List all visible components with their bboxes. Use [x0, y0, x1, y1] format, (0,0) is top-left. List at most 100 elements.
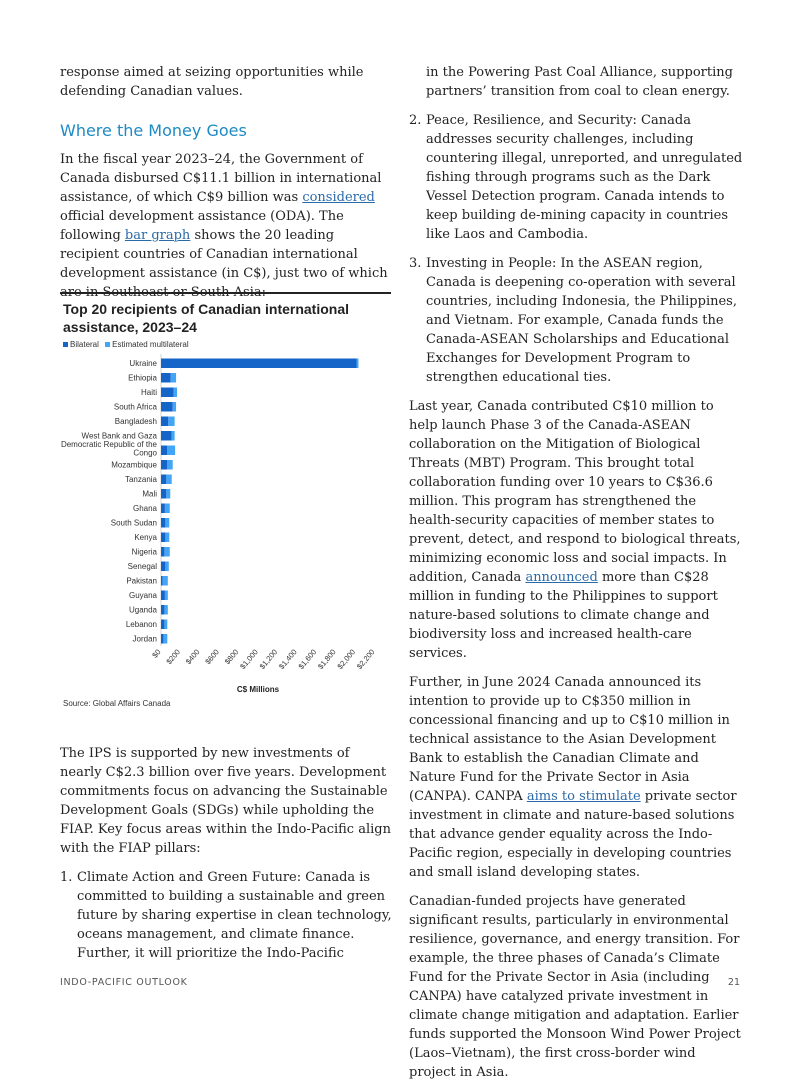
legend-item-multilateral: Estimated multilateral	[105, 340, 189, 349]
canpa-text-2: private sector investment in climate and…	[409, 789, 737, 880]
announced-link[interactable]: announced	[525, 570, 598, 585]
bar-multilateral	[168, 416, 175, 426]
category-label: Guyana	[129, 591, 158, 600]
bar-bilateral	[161, 358, 357, 368]
list-item: 3. Investing in People: In the ASEAN reg…	[409, 254, 746, 387]
funding-paragraph: In the fiscal year 2023–24, the Governme…	[60, 150, 392, 302]
category-label-line: Pakistan	[126, 577, 157, 586]
legend-swatch-multilateral	[105, 342, 111, 348]
footer-page-number: 21	[727, 977, 740, 988]
bar-bilateral	[161, 503, 165, 513]
bar-multilateral	[356, 358, 359, 368]
bar-bilateral	[161, 634, 164, 644]
category-label: Mozambique	[111, 461, 157, 470]
category-label-line: Tanzania	[125, 475, 158, 484]
category-label-line: Lebanon	[126, 620, 157, 629]
bar-bilateral	[161, 605, 165, 615]
category-label-line: Nigeria	[132, 548, 158, 557]
canpa-paragraph: Further, in June 2024 Canada announced i…	[409, 673, 746, 882]
bar-multilateral	[170, 373, 177, 383]
category-label-line: Jordan	[133, 635, 157, 644]
category-label: Uganda	[129, 606, 158, 615]
category-label: Ukraine	[129, 359, 157, 368]
bar-bilateral	[161, 532, 166, 542]
list-item-text: Investing in People: In the ASEAN region…	[426, 256, 737, 385]
bar-bilateral	[161, 431, 172, 441]
bar-multilateral	[167, 445, 176, 455]
category-label-line: South Sudan	[111, 519, 157, 528]
bar-multilateral	[165, 518, 170, 528]
category-label: Jordan	[133, 635, 157, 644]
bar-multilateral	[164, 590, 168, 600]
legend-label-multilateral: Estimated multilateral	[112, 340, 189, 349]
bar-bilateral	[161, 416, 169, 426]
bar-multilateral	[165, 561, 169, 571]
category-label-line: Guyana	[129, 591, 158, 600]
bar-multilateral	[164, 619, 168, 629]
x-tick-label: $600	[203, 648, 221, 667]
mbt-text-1: Last year, Canada contributed C$10 milli…	[409, 399, 741, 585]
spacer	[409, 882, 746, 892]
mbt-paragraph: Last year, Canada contributed C$10 milli…	[409, 397, 746, 663]
funding-text-1: In the fiscal year 2023–24, the Governme…	[60, 152, 382, 205]
list-item: 1. Climate Action and Green Future: Cana…	[60, 868, 392, 963]
right-column: in the Powering Past Coal Alliance, supp…	[409, 63, 746, 1082]
considered-link[interactable]: considered	[302, 190, 375, 205]
category-label-line: Senegal	[128, 562, 158, 571]
category-label-line: Ghana	[133, 504, 158, 513]
category-label: Democratic Republic of the Congo	[61, 440, 158, 458]
legend-label-bilateral: Bilateral	[70, 340, 99, 349]
x-tick-label: $2,000	[335, 648, 357, 671]
bar-multilateral	[164, 503, 170, 513]
category-label-line: Mali	[142, 490, 157, 499]
bar-graph-link[interactable]: bar graph	[124, 228, 191, 243]
category-label-line: Haiti	[141, 388, 157, 397]
bar-bilateral	[161, 518, 166, 528]
x-tick-label: $200	[164, 648, 182, 667]
x-tick-label: $2,200	[355, 648, 377, 671]
legend-item-bilateral: Bilateral	[63, 340, 99, 349]
category-label-line: Ukraine	[129, 359, 157, 368]
bar-bilateral	[161, 561, 166, 571]
recipients-chart: Top 20 recipients of Canadian internatio…	[60, 292, 391, 716]
results-paragraph: Canadian-funded projects have generated …	[409, 894, 741, 1080]
x-tick-label: $1,400	[277, 648, 299, 671]
category-label: Haiti	[141, 388, 157, 397]
pillar-list: 1. Climate Action and Green Future: Cana…	[60, 868, 392, 963]
category-label-line: Uganda	[129, 606, 158, 615]
x-axis-label: C$ Millions	[237, 685, 280, 694]
category-label-line: South Africa	[114, 403, 158, 412]
category-label: Senegal	[128, 562, 158, 571]
bar-multilateral	[164, 547, 170, 557]
bar-multilateral	[172, 402, 177, 412]
footer-publication-title: INDO-PACIFIC OUTLOOK	[60, 977, 188, 988]
bar-multilateral	[165, 532, 170, 542]
category-label-line: Ethiopia	[128, 374, 157, 383]
bar-multilateral	[167, 460, 173, 470]
list-number: 3.	[409, 256, 422, 271]
bar-bilateral	[161, 373, 171, 383]
category-label: Ghana	[133, 504, 158, 513]
canpa-text-1: Further, in June 2024 Canada announced i…	[409, 675, 730, 804]
section-heading: Where the Money Goes	[60, 121, 247, 140]
bar-multilateral	[171, 431, 175, 441]
ips-paragraph: The IPS is supported by new investments …	[60, 746, 391, 856]
x-tick-label: $1,200	[258, 648, 280, 671]
list-item: in the Powering Past Coal Alliance, supp…	[409, 63, 746, 101]
intro-tail-paragraph: response aimed at seizing opportunities …	[60, 65, 364, 99]
chart-source: Source: Global Affairs Canada	[63, 699, 171, 708]
category-label: South Sudan	[111, 519, 157, 528]
spacer	[60, 858, 392, 868]
chart-title: Top 20 recipients of Canadian internatio…	[63, 301, 350, 335]
bar-bilateral	[161, 590, 165, 600]
category-label: Lebanon	[126, 620, 157, 629]
category-label-line: Democratic Republic of the	[61, 440, 158, 449]
category-label-line: Congo	[133, 448, 157, 457]
category-label: Kenya	[134, 533, 157, 542]
category-label: Mali	[142, 490, 157, 499]
aims-to-stimulate-link[interactable]: aims to stimulate	[526, 789, 641, 804]
spacer	[409, 663, 746, 673]
list-item: 2. Peace, Resilience, and Security: Cana…	[409, 111, 746, 244]
category-label: Nigeria	[132, 548, 158, 557]
category-label: Ethiopia	[128, 374, 157, 383]
